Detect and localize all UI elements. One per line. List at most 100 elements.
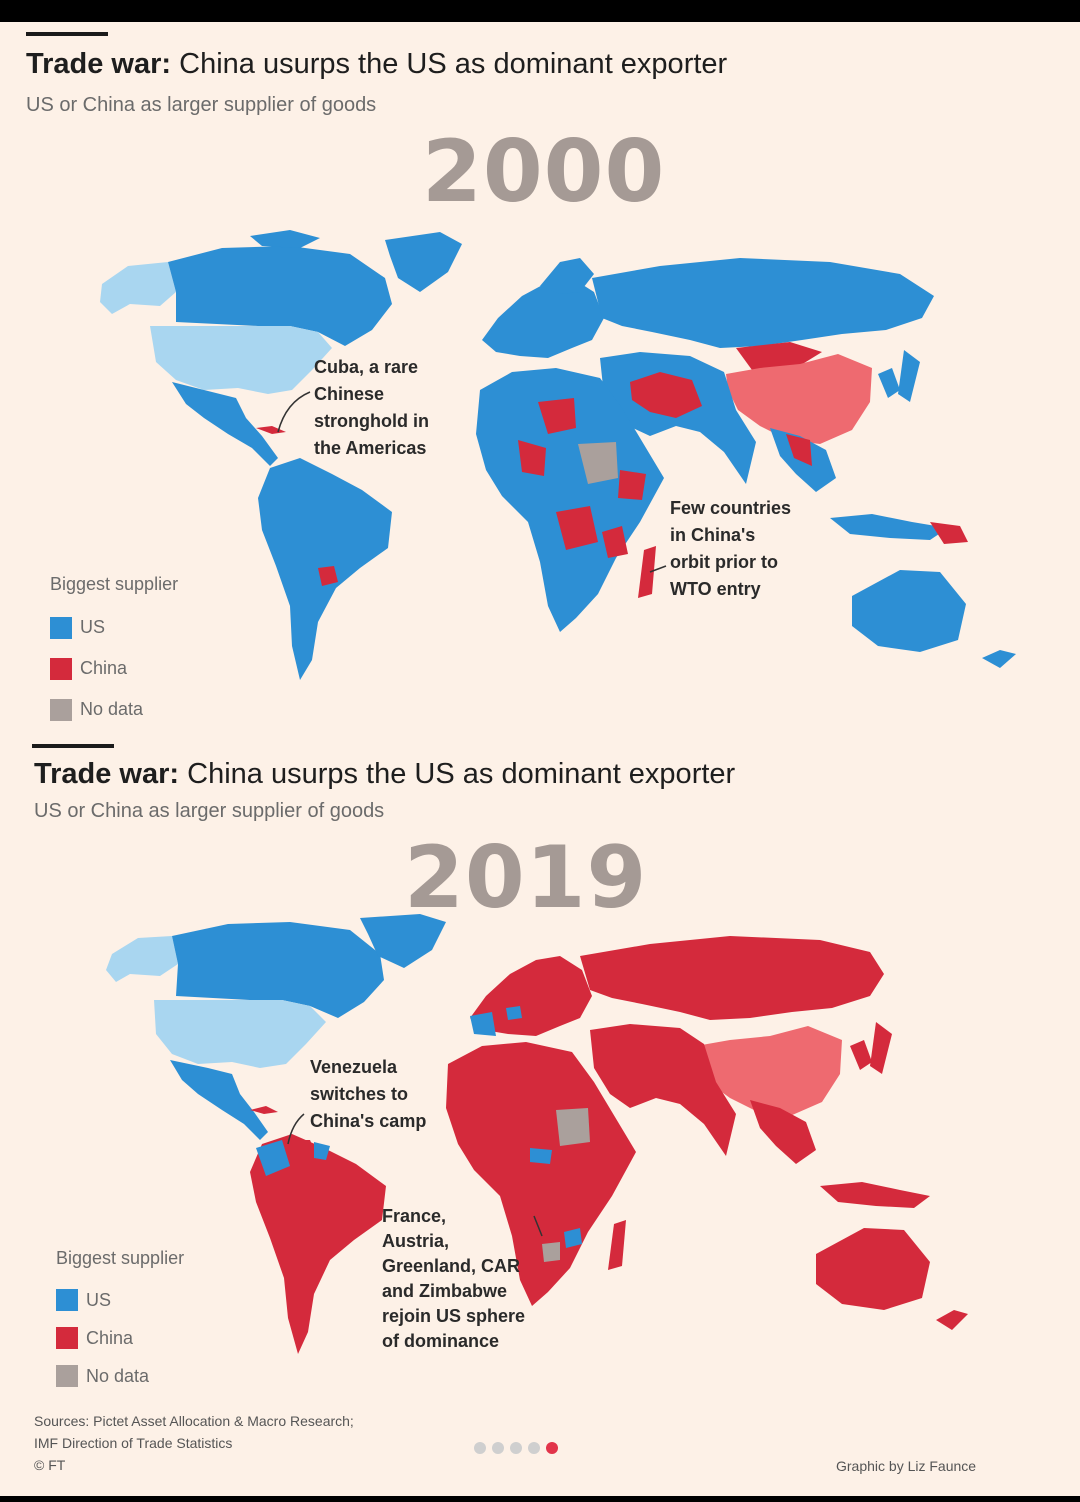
region-europe (470, 956, 592, 1036)
region-japan (870, 1022, 892, 1074)
region-madagascar (608, 1220, 626, 1270)
region-new-zealand (936, 1310, 968, 1330)
carousel-dots[interactable] (474, 1442, 558, 1454)
region-madagascar (638, 546, 656, 598)
region-libya (538, 398, 576, 434)
legend-item-china: China (56, 1319, 184, 1357)
annotation-us-sphere: France, Austria, Greenland, CAR and Zimb… (382, 1206, 526, 1351)
title-rule (26, 32, 108, 36)
region-png (930, 522, 968, 544)
region-car (530, 1148, 552, 1164)
region-arctic-islands (250, 230, 320, 248)
region-australia (816, 1228, 930, 1310)
region-korea (878, 368, 900, 398)
region-venezuela (284, 1140, 318, 1164)
region-drc (556, 506, 598, 550)
region-tanzania (602, 526, 628, 558)
legend-swatch-us (56, 1289, 78, 1311)
region-zimbabwe (564, 1228, 582, 1248)
legend-swatch-us (50, 616, 72, 639)
region-scandinavia (540, 258, 594, 294)
panel-title: Trade war: China usurps the US as domina… (26, 48, 728, 80)
region-greenland (360, 914, 446, 968)
region-south-america (250, 1134, 386, 1354)
legend-item-us: US (50, 607, 178, 648)
region-ethiopia (618, 470, 646, 500)
panel-subtitle: US or China as larger supplier of goods (34, 800, 385, 822)
carousel-dot[interactable] (492, 1442, 504, 1454)
region-australia (852, 570, 966, 652)
region-paraguay (318, 566, 338, 586)
panel-subtitle: US or China as larger supplier of goods (26, 94, 377, 116)
sources: Sources: Pictet Asset Allocation & Macro… (34, 1413, 354, 1473)
annotation-leader-us-sphere (533, 1215, 543, 1237)
annotation-cuba: Cuba, a rare Chinese stronghold in the A… (314, 357, 429, 458)
region-canada (172, 922, 384, 1018)
region-new-zealand (982, 650, 1016, 668)
region-russia (580, 936, 884, 1020)
world-map-2000 (100, 230, 1016, 680)
region-france (470, 1012, 496, 1036)
legend-title: Biggest supplier (56, 1248, 185, 1268)
region-cuba (256, 426, 286, 434)
region-china (726, 354, 872, 444)
year-label: 2000 (422, 122, 666, 222)
year-label: 2019 (404, 828, 648, 928)
carousel-dot[interactable] (510, 1442, 522, 1454)
region-korea (850, 1040, 872, 1070)
legend-item-us: US (56, 1281, 184, 1319)
legend-swatch-no-data (56, 1365, 78, 1387)
title-rule (32, 744, 114, 748)
region-africa (476, 368, 664, 632)
region-russia (592, 258, 934, 348)
legend-swatch-china (50, 657, 72, 680)
world-map-2019 (106, 914, 968, 1354)
region-botswana (542, 1242, 560, 1262)
region-usa (154, 1000, 326, 1068)
region-usa (150, 326, 332, 394)
region-colombia (256, 1140, 290, 1176)
legend-swatch-no-data (50, 698, 72, 721)
region-china (696, 1026, 842, 1116)
legend-swatch-china (56, 1327, 78, 1349)
region-iran (630, 372, 702, 418)
legend-title: Biggest supplier (50, 574, 179, 594)
carousel-dot-active[interactable] (546, 1442, 558, 1454)
legend-item-no-data: No data (56, 1357, 184, 1395)
legend: Biggest supplier US China No data (56, 1248, 184, 1395)
region-sudan (556, 1108, 590, 1146)
carousel-dot[interactable] (474, 1442, 486, 1454)
region-alaska (100, 262, 176, 314)
region-mexico (172, 382, 278, 466)
panel-title: Trade war: China usurps the US as domina… (34, 758, 736, 790)
region-myanmar (786, 434, 812, 466)
region-indonesia (820, 1182, 930, 1208)
region-indonesia (830, 514, 948, 540)
annotation-venezuela: Venezuela switches to China's camp (310, 1057, 427, 1131)
region-mexico (170, 1060, 268, 1140)
annotation-wto: Few countries in China's orbit prior to … (670, 498, 792, 599)
map-panel-2000: Trade war: China usurps the US as domina… (0, 22, 1080, 734)
region-niger (518, 440, 546, 476)
region-middle-east-south-asia (590, 1024, 736, 1156)
legend: Biggest supplier US China No data (50, 574, 178, 730)
region-europe (482, 278, 604, 358)
annotation-leader-wto (649, 565, 667, 573)
region-greenland (385, 232, 462, 292)
region-alaska (106, 936, 178, 982)
region-canada (168, 246, 392, 346)
graphic-credit: Graphic by Liz Faunce (836, 1458, 977, 1474)
annotation-leader-venezuela (287, 1113, 305, 1145)
region-cuba (250, 1106, 278, 1114)
carousel-dot[interactable] (528, 1442, 540, 1454)
region-mongolia (736, 342, 822, 370)
region-africa (446, 1042, 636, 1306)
region-sudan (578, 442, 618, 484)
region-guyana (314, 1142, 330, 1160)
legend-item-china: China (50, 648, 178, 689)
region-southeast-asia (750, 1100, 816, 1164)
region-austria (506, 1006, 522, 1020)
map-panel-2019: Trade war: China usurps the US as domina… (0, 734, 1080, 1496)
region-japan (898, 350, 920, 402)
legend-item-no-data: No data (50, 689, 178, 730)
